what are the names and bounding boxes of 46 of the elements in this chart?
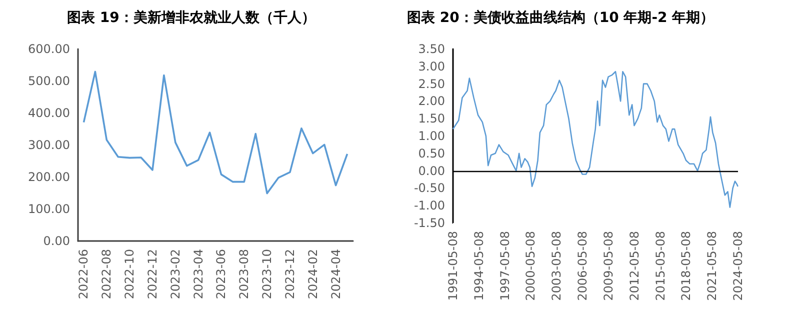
line-series: [82, 70, 348, 194]
x-tick-label: 2022-06: [76, 249, 91, 300]
x-tick-label: 2023-04: [191, 249, 206, 300]
y-tick-label: 2.50: [418, 76, 445, 91]
x-tick-label: 2009-05-08: [601, 231, 616, 301]
x-tick-label: 1991-05-08: [446, 231, 460, 301]
y-tick-label: -1.00: [414, 198, 445, 213]
x-tick-label: 2012-05-08: [627, 231, 642, 301]
y-tick-label: 0.50: [418, 146, 445, 160]
x-tick-label: 2023-10: [260, 249, 274, 300]
y-tick-label: 500.00: [28, 74, 70, 88]
y-tick-label: 1.00: [418, 129, 445, 143]
x-tick-label: 2024-05-08: [731, 231, 745, 301]
y-tick-label: -1.50: [414, 216, 445, 230]
x-tick-label: 2022-10: [122, 249, 137, 300]
chart-title: 图表 19：美新增非农就业人数（千人）: [67, 9, 316, 26]
x-tick-label: 2023-12: [282, 249, 297, 300]
y-tick-label: 0.00: [418, 164, 445, 178]
y-tick-label: 3.00: [418, 59, 445, 74]
x-tick-label: 2024-04: [328, 249, 343, 300]
x-tick-label: 2000-05-08: [524, 231, 538, 301]
x-tick-label: 2018-05-08: [679, 231, 694, 301]
y-tick-label: 200.00: [28, 170, 70, 184]
x-tick-label: 1997-05-08: [498, 231, 512, 301]
y-tick-label: 400.00: [28, 106, 70, 120]
x-tick-label: 2021-05-08: [705, 231, 720, 301]
chart-title: 图表 20：美债收益曲线结构（10 年期-2 年期）: [407, 9, 714, 26]
x-tick-label: 2003-05-08: [550, 231, 564, 301]
line-series: [452, 70, 738, 208]
y-tick-label: 1.50: [418, 112, 445, 126]
x-tick-label: 2015-05-08: [653, 231, 668, 301]
x-tick-label: 2006-05-08: [576, 231, 590, 301]
x-tick-label: 1994-05-08: [472, 231, 486, 301]
y-tick-label: 2.00: [418, 94, 445, 108]
x-tick-label: 2023-08: [237, 249, 252, 300]
x-tick-label: 2022-12: [145, 249, 160, 300]
y-tick-label: 300.00: [28, 138, 70, 152]
y-tick-label: 0.00: [43, 234, 70, 248]
x-tick-label: 2023-06: [214, 249, 228, 300]
x-tick-label: 2023-02: [168, 249, 182, 300]
x-tick-label: 2024-02: [306, 249, 320, 300]
y-tick-label: 600.00: [28, 42, 70, 56]
x-tick-label: 2022-08: [100, 249, 114, 300]
y-tick-label: 100.00: [28, 202, 70, 216]
y-tick-label: 3.50: [418, 42, 445, 56]
y-tick-label: -0.50: [414, 181, 445, 196]
